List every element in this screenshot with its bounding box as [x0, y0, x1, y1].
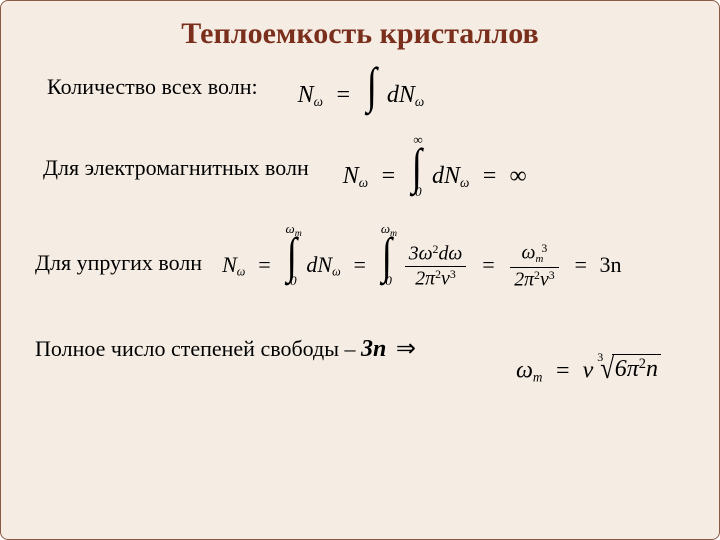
slide: Теплоемкость кристаллов Количество всех … — [0, 0, 720, 540]
row-degrees-freedom: Полное число степеней свободы – 3n ⇒ ωm … — [35, 330, 691, 385]
formula-omega-m: ωm = v 3 √ 6π2n — [516, 354, 661, 385]
fraction-1: 3ω2dω 2π2v3 — [405, 244, 467, 290]
row-all-waves: Количество всех волн: Nω = ∫ dNω — [47, 65, 691, 110]
row-elastic-waves: Для упругих волн Nω = ωm ∫ 0 dNω = ωm ∫ … — [35, 235, 691, 290]
label-elastic-waves: Для упругих волн — [35, 250, 202, 276]
row-em-waves: Для электромагнитных волн Nω = ∞ ∫ 0 dNω… — [43, 146, 691, 191]
label-all-waves: Количество всех волн: — [47, 74, 258, 100]
label-em-waves: Для электромагнитных волн — [43, 155, 309, 181]
formula-elastic-waves: Nω = ωm ∫ 0 dNω = ωm ∫ 0 3ω2dω 2π2v3 = ω… — [222, 235, 621, 290]
label-degrees-freedom: Полное число степеней свободы – 3n ⇒ — [35, 334, 416, 363]
formula-em-waves: Nω = ∞ ∫ 0 dNω = ∞ — [343, 146, 527, 191]
fraction-2: ωm3 2π2v3 — [510, 243, 558, 290]
integral-2: ∞ ∫ 0 — [408, 146, 426, 186]
slide-title: Теплоемкость кристаллов — [29, 17, 691, 51]
integral-1: ∫ — [363, 65, 381, 105]
integral-3a: ωm ∫ 0 — [283, 235, 301, 275]
integral-3b: ωm ∫ 0 — [378, 235, 396, 275]
cube-root: 3 √ 6π2n — [599, 354, 661, 383]
implies-arrow-icon: ⇒ — [396, 336, 416, 362]
formula-all-waves: Nω = ∫ dNω — [298, 65, 425, 110]
